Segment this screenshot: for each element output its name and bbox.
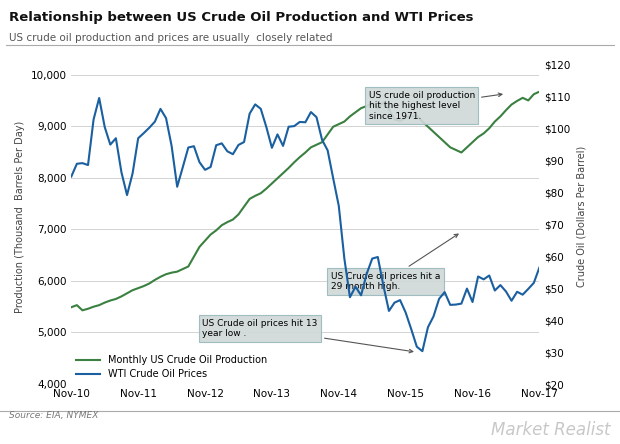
Text: US Crude oil prices hit a
29 month high.: US Crude oil prices hit a 29 month high. xyxy=(331,234,458,291)
Text: US crude oil production and prices are usually  closely related: US crude oil production and prices are u… xyxy=(9,33,333,44)
Text: Market Realist: Market Realist xyxy=(491,420,611,439)
Text: Relationship between US Crude Oil Production and WTI Prices: Relationship between US Crude Oil Produc… xyxy=(9,11,474,24)
Text: US crude oil production
hit the highest level
since 1971.: US crude oil production hit the highest … xyxy=(368,91,502,120)
Legend: Monthly US Crude Oil Production, WTI Crude Oil Prices: Monthly US Crude Oil Production, WTI Cru… xyxy=(76,355,267,379)
Text: Source: EIA, NYMEX: Source: EIA, NYMEX xyxy=(9,411,99,420)
Y-axis label: Crude Oil (Dollars Per Barrel): Crude Oil (Dollars Per Barrel) xyxy=(576,146,586,287)
Y-axis label: Production (Thousand  Barrels Per Day): Production (Thousand Barrels Per Day) xyxy=(15,120,25,313)
Text: US Crude oil prices hit 13
year low .: US Crude oil prices hit 13 year low . xyxy=(202,319,413,353)
